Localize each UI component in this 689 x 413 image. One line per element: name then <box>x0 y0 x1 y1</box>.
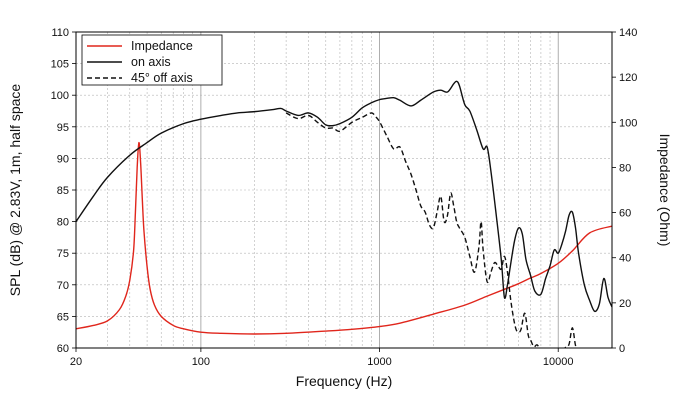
y-left-tick-label: 70 <box>57 280 69 292</box>
y-axis-left-ticks: 60 65 70 75 80 85 90 95 100 105 110 <box>51 27 76 355</box>
plot-frame <box>75 31 613 349</box>
y-axis-right-title: Impedance (Ohm) <box>657 134 673 247</box>
series-layer <box>76 80 612 348</box>
x-tick-label: 20 <box>70 356 82 368</box>
y-left-tick-label: 60 <box>57 343 69 355</box>
y-right-tick-label: 100 <box>619 117 637 129</box>
y-right-tick-label: 80 <box>619 162 631 174</box>
y-left-tick-label: 75 <box>57 248 69 260</box>
y-axis-left-title: SPL (dB) @ 2.83V, 1m, half space <box>7 84 23 297</box>
y-right-tick-label: 120 <box>619 72 637 84</box>
y-left-tick-label: 105 <box>51 59 69 71</box>
x-tick-label: 10000 <box>543 356 574 368</box>
y-axis-right-ticks: 0 20 40 60 80 100 120 140 <box>612 27 637 355</box>
x-axis-title: Frequency (Hz) <box>296 373 392 389</box>
y-right-tick-label: 0 <box>619 343 625 355</box>
x-tick-label: 1000 <box>367 356 391 368</box>
y-left-tick-label: 80 <box>57 217 69 229</box>
legend-label-off-axis: 45° off axis <box>131 71 193 85</box>
y-left-tick-label: 110 <box>51 27 69 39</box>
x-tick-label: 100 <box>192 356 210 368</box>
x-axis-ticks: 20 100 1000 10000 <box>70 348 574 368</box>
y-left-tick-label: 90 <box>57 153 69 165</box>
legend-label-impedance: Impedance <box>131 39 193 53</box>
spl-off-axis-curve <box>285 112 578 348</box>
y-left-tick-label: 95 <box>57 122 69 134</box>
legend-box <box>81 34 223 86</box>
y-left-tick-label: 65 <box>57 311 69 323</box>
y-right-tick-label: 40 <box>619 253 631 265</box>
y-right-tick-label: 60 <box>619 208 631 220</box>
y-right-tick-label: 20 <box>619 298 631 310</box>
impedance-curve <box>76 141 612 335</box>
legend: Impedance on axis 45° off axis <box>81 34 223 86</box>
legend-label-on-axis: on axis <box>131 55 171 69</box>
spl-on-axis-curve <box>76 80 612 313</box>
y-left-tick-label: 85 <box>57 185 69 197</box>
y-right-tick-label: 140 <box>619 27 637 39</box>
y-left-tick-label: 100 <box>51 90 69 102</box>
